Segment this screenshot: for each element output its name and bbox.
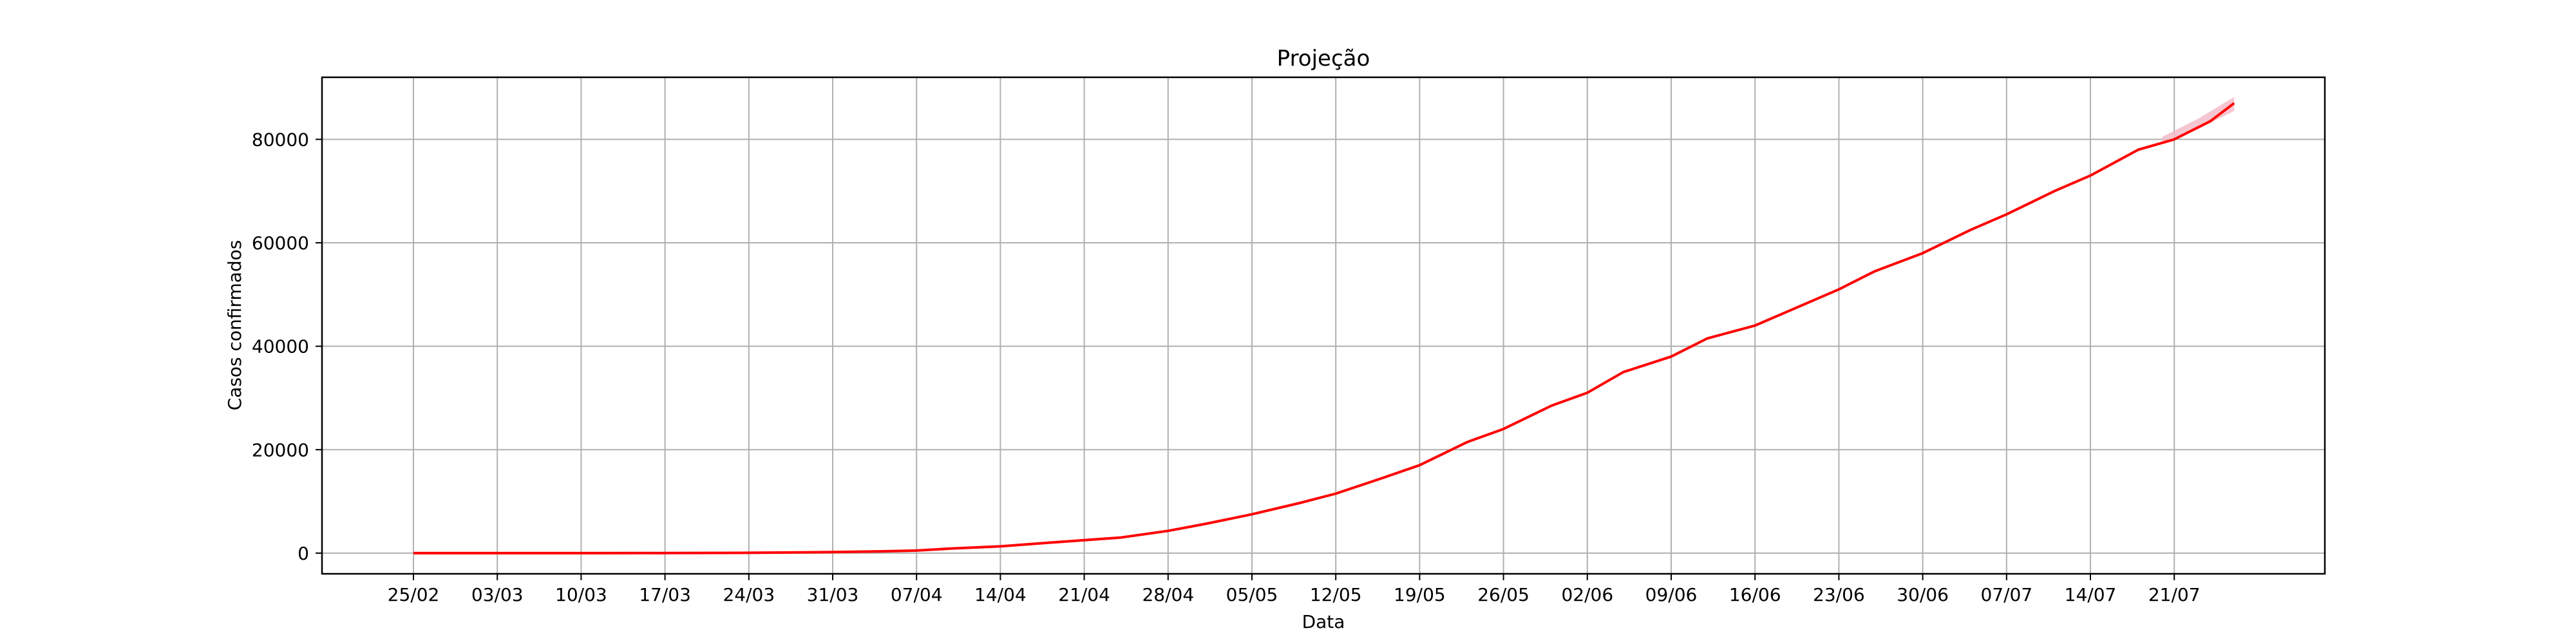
- x-axis-ticks: 25/02 03/03 10/03 17/03 24/03 31/03 07/04 14/04…: [388, 574, 2201, 605]
- y-tick-label: 60000: [252, 232, 309, 254]
- y-axis-label: Casos confirmados: [224, 240, 245, 411]
- x-tick-label: 14/07: [2065, 584, 2117, 605]
- x-tick-label: 16/06: [1729, 584, 1781, 605]
- x-tick-label: 23/06: [1813, 584, 1865, 605]
- x-tick-label: 09/06: [1645, 584, 1698, 605]
- x-tick-label: 30/06: [1897, 584, 1949, 605]
- x-tick-label: 14/04: [974, 584, 1027, 605]
- y-axis-ticks: 0 20000 40000 60000 80000: [252, 129, 322, 564]
- x-tick-label: 21/04: [1058, 584, 1110, 605]
- grid: [322, 77, 2325, 574]
- confidence-band: [2162, 97, 2235, 142]
- x-tick-label: 24/03: [723, 584, 775, 605]
- series-layer: [413, 102, 2235, 554]
- chart-title: Projeção: [1277, 46, 1370, 71]
- x-tick-label: 07/07: [1980, 584, 2032, 605]
- y-tick-label: 80000: [252, 129, 309, 150]
- x-tick-label: 26/05: [1477, 584, 1530, 605]
- x-tick-label: 05/05: [1226, 584, 1278, 605]
- x-tick-label: 12/05: [1310, 584, 1362, 605]
- x-tick-label: 07/04: [891, 584, 943, 605]
- y-tick-label: 20000: [252, 439, 309, 460]
- x-tick-label: 10/03: [555, 584, 607, 605]
- x-tick-label: 19/05: [1394, 584, 1446, 605]
- x-tick-label: 17/03: [639, 584, 691, 605]
- x-tick-label: 28/04: [1142, 584, 1194, 605]
- x-tick-label: 03/03: [471, 584, 524, 605]
- series-line: [413, 102, 2235, 554]
- x-tick-label: 02/06: [1561, 584, 1613, 605]
- confidence-band-layer: [2162, 97, 2235, 142]
- y-tick-label: 0: [298, 543, 309, 564]
- x-tick-label: 31/03: [807, 584, 859, 605]
- x-axis-label: Data: [1302, 611, 1345, 632]
- y-tick-label: 40000: [252, 336, 309, 357]
- plot-frame: [321, 76, 2326, 575]
- x-tick-label: 25/02: [388, 584, 440, 605]
- x-tick-label: 21/07: [2148, 584, 2201, 605]
